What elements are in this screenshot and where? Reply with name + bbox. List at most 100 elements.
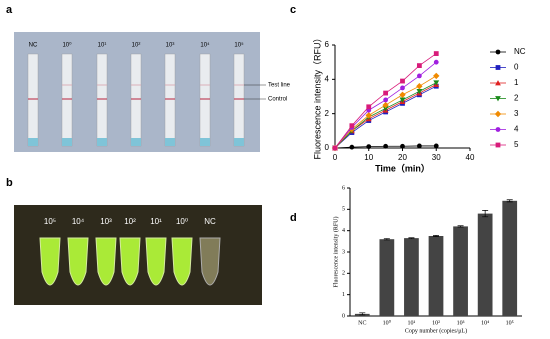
data-point (383, 90, 389, 96)
tube (67, 237, 89, 286)
strip-pad (200, 138, 210, 146)
tube-label: 10⁴ (72, 217, 85, 226)
data-point (366, 104, 372, 110)
strip-pad (131, 138, 141, 146)
tube-label: 10¹ (150, 217, 162, 226)
data-point (349, 123, 355, 129)
tube (119, 237, 141, 286)
tube (145, 237, 167, 286)
error-bar (383, 238, 390, 241)
strip (130, 53, 142, 147)
strip-label: 10³ (166, 43, 175, 49)
strip (61, 53, 73, 147)
data-point (383, 143, 389, 149)
x-tick-label: 20 (398, 153, 407, 162)
bar (477, 213, 493, 316)
panel-label: b (6, 177, 13, 189)
data-point (400, 85, 405, 91)
y-axis-label: Fluorescence intensity（RFU） (312, 33, 322, 159)
strip (164, 53, 176, 147)
bar (404, 238, 419, 316)
legend-marker (495, 65, 501, 70)
tube (199, 237, 221, 286)
strip-pad (28, 138, 38, 146)
error-bar (408, 237, 415, 239)
tube (171, 237, 193, 286)
strip-pad (165, 138, 175, 146)
data-point (433, 51, 439, 56)
data-point (416, 88, 423, 95)
y-tick-label: 5 (342, 207, 345, 213)
tube-label: 10⁵ (44, 217, 56, 226)
data-point (349, 144, 355, 150)
y-tick-label: 4 (342, 228, 345, 234)
data-point (400, 78, 405, 84)
data-point (400, 143, 405, 149)
legend-label: 0 (514, 63, 519, 72)
strip (27, 53, 39, 147)
y-tick-label: 6 (325, 40, 330, 49)
tube-label: 10² (124, 217, 136, 226)
bar (502, 200, 518, 316)
error-bar (506, 199, 513, 203)
data-point (433, 59, 439, 65)
panel-label: a (6, 4, 13, 16)
y-tick-label: 0 (342, 313, 345, 319)
x-axis-label: Time（min） (375, 163, 430, 173)
error-bar (359, 312, 366, 316)
tube (95, 237, 117, 286)
legend-label: 1 (514, 78, 519, 87)
legend-marker (495, 96, 501, 102)
y-tick-label: 2 (325, 109, 330, 118)
x-tick-label: 10³ (457, 320, 465, 326)
x-tick-label: NC (358, 320, 366, 326)
strip-label: 10⁰ (62, 42, 72, 49)
x-tick-label: 0 (333, 153, 338, 162)
x-tick-label: 10⁵ (506, 320, 514, 326)
legend-label: 3 (514, 109, 519, 118)
tube (39, 237, 61, 286)
x-tick-label: 10⁴ (481, 320, 489, 326)
strip-pad (97, 138, 107, 146)
data-point (416, 63, 422, 68)
bar (379, 239, 395, 316)
strip (233, 53, 245, 147)
tube-label: NC (204, 217, 216, 226)
data-point (382, 106, 389, 112)
legend-label: 4 (514, 125, 519, 134)
strip-label: 10² (132, 43, 141, 49)
x-axis-label: Copy number (copies/μL) (405, 327, 467, 334)
legend-marker (494, 110, 502, 118)
strip-label: NC (29, 43, 38, 49)
bar (453, 226, 468, 316)
y-axis-label: Fluorescence intensity (RFU) (332, 217, 339, 288)
data-point (433, 80, 440, 86)
annotation: Control (268, 97, 287, 103)
x-tick-label: 10¹ (408, 320, 416, 326)
y-tick-label: 6 (342, 185, 345, 191)
panel-label: d (290, 212, 297, 224)
y-tick-label: 0 (325, 143, 330, 152)
data-point (382, 101, 389, 109)
strip-pad (234, 138, 244, 146)
data-point (433, 72, 440, 80)
data-point (399, 97, 406, 103)
tube-label: 10³ (100, 217, 112, 226)
strip (96, 53, 108, 147)
tube-label: 10⁰ (176, 217, 188, 226)
error-bar (433, 235, 439, 237)
strip-label: 10⁴ (200, 42, 210, 49)
legend-marker (495, 142, 501, 148)
x-tick-label: 40 (466, 153, 475, 162)
legend-label: 2 (514, 94, 519, 103)
legend-marker (495, 49, 501, 55)
data-point (416, 83, 423, 90)
data-point (365, 112, 372, 119)
legend-marker (495, 80, 501, 86)
y-tick-label: 1 (342, 292, 345, 298)
strip-pad (62, 138, 72, 146)
x-tick-label: 30 (432, 153, 441, 162)
y-tick-label: 3 (342, 249, 345, 255)
data-point (416, 143, 422, 149)
x-tick-label: 10² (432, 320, 440, 326)
